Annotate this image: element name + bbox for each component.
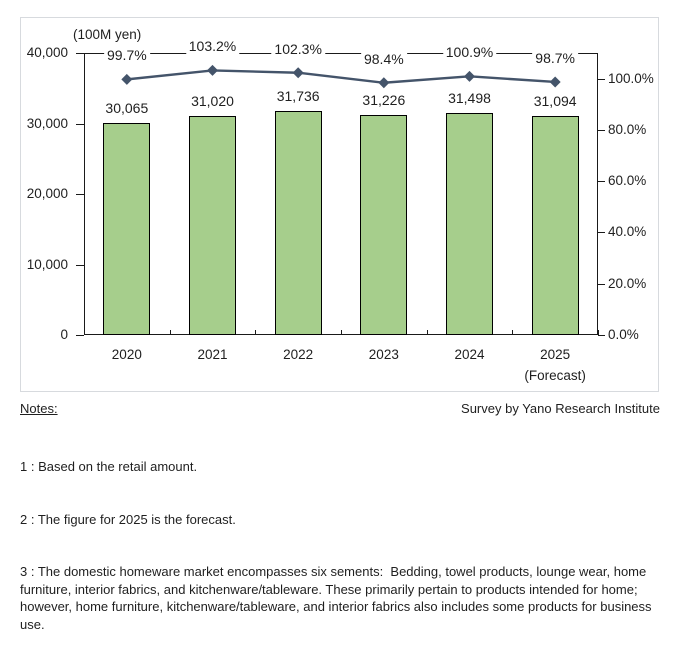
x-axis-tick	[512, 330, 514, 335]
note-item-2: 2 : The figure for 2025 is the forecast.	[20, 511, 236, 527]
bar-value-label: 31,020	[191, 93, 234, 110]
notes-heading: Notes:	[20, 401, 58, 416]
right-axis-tick-label: 80.0%	[608, 121, 647, 137]
x-axis-label-2021: 2021	[197, 347, 228, 362]
right-axis-tick-label: 0.0%	[608, 327, 639, 342]
forecast-note: (Forecast)	[524, 368, 586, 383]
right-axis-tick	[598, 232, 605, 234]
left-axis-tick-label: 10,000	[26, 256, 68, 272]
right-axis-tick-label: 40.0%	[608, 224, 647, 240]
bar-value-label: 31,226	[362, 91, 406, 108]
left-axis-tick	[76, 264, 84, 266]
pct-label: 99.7%	[103, 47, 150, 64]
x-axis-label-2025: 2025	[540, 347, 571, 362]
right-axis-tick	[598, 78, 605, 80]
chart-plot-area: 40,000 30,000 20,000 10,000 0 100.0% 80.0% 60.0…	[26, 38, 654, 383]
left-axis-tick	[76, 335, 84, 336]
bar-2025	[531, 115, 579, 335]
bar-2023	[360, 114, 408, 335]
left-axis-tick	[76, 53, 84, 54]
right-axis-tick	[598, 283, 605, 285]
pct-label: 98.4%	[360, 50, 407, 67]
left-axis-tick-label: 40,000	[26, 45, 68, 60]
right-axis-tick	[598, 181, 605, 183]
bar-value-label: 31,498	[448, 89, 491, 106]
notes-list: 1 : Based on the retail amount. 2 : The …	[20, 423, 660, 668]
left-axis-title: (100M yen)	[73, 27, 142, 42]
x-axis-tick	[598, 330, 599, 335]
right-axis-tick-label: 20.0%	[608, 275, 647, 291]
bar-2021	[189, 116, 236, 335]
right-axis-tick	[598, 129, 605, 131]
x-axis-label-2020: 2020	[111, 347, 142, 362]
left-axis-tick	[76, 194, 84, 195]
left-axis-tick-label: 0	[60, 327, 68, 342]
note-item-1: 1 : Based on the retail amount.	[20, 459, 198, 474]
bar-value-label: 30,065	[105, 100, 149, 117]
note-item-3: 3 : The domestic homeware market encompa…	[20, 564, 656, 632]
notes-header-row: Notes: Survey by Yano Research Institute	[20, 401, 660, 417]
pct-label: 100.9%	[442, 44, 497, 61]
x-axis-label-2023: 2023	[368, 347, 399, 362]
notes-section: Notes: Survey by Yano Research Institute…	[20, 401, 660, 668]
x-axis-tick	[426, 330, 428, 335]
x-axis-tick	[255, 330, 257, 335]
pct-label: 98.7%	[532, 49, 579, 66]
bar-value-label: 31,094	[533, 92, 577, 109]
bar-2024	[446, 112, 493, 335]
bar-2020	[103, 123, 151, 335]
right-axis-tick	[598, 335, 605, 336]
right-axis-tick-label: 60.0%	[608, 173, 647, 189]
x-axis-label-2022: 2022	[283, 347, 314, 362]
left-axis-tick	[76, 123, 84, 125]
x-axis-tick	[84, 330, 85, 335]
bar-value-label: 31,736	[276, 88, 320, 105]
x-axis-tick	[169, 330, 171, 335]
left-axis-tick-label: 30,000	[26, 115, 68, 131]
x-axis-label-2024: 2024	[454, 347, 485, 362]
survey-credit: Survey by Yano Research Institute	[461, 401, 660, 416]
pct-label: 102.3%	[271, 40, 325, 57]
right-axis-tick-label: 100.0%	[608, 70, 654, 86]
x-axis-tick	[341, 330, 342, 335]
bar-2022	[274, 111, 322, 335]
left-axis-tick-label: 20,000	[26, 186, 68, 201]
pct-label: 103.2%	[185, 38, 240, 55]
